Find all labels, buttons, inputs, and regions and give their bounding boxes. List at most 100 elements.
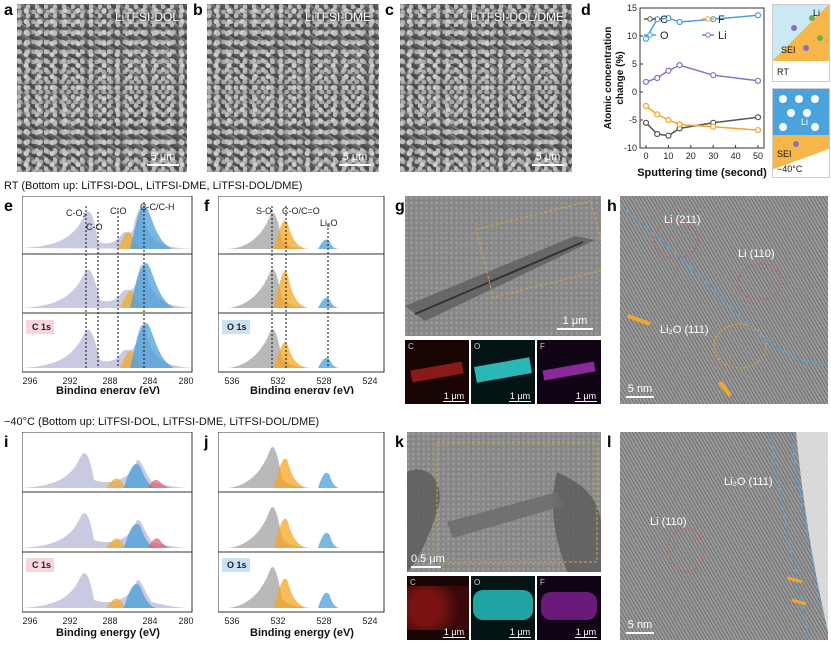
schematic-rt-li: Li (813, 8, 821, 18)
tem-image-k: 0.5 μm (407, 432, 601, 572)
svg-text:532: 532 (270, 376, 285, 386)
svg-text:280: 280 (178, 376, 193, 386)
data-point-c (754, 114, 762, 121)
xps-e-middle (22, 263, 192, 308)
svg-text:532: 532 (270, 616, 285, 626)
x-tick-label: 0 (643, 151, 648, 161)
peak-label-e-1: C-O₂ (66, 208, 86, 218)
data-point-c (642, 119, 650, 126)
data-point-li (676, 62, 683, 69)
chart-ylabel-line1: Atomic concentration (603, 27, 614, 130)
peak-label-f-2: C-O/C=O (282, 206, 320, 216)
xps-i-xticks: 296 292 288 284 280 (22, 616, 193, 626)
scale-bar-a: 5 μm (147, 151, 179, 166)
peak-label-f-3: Li₂O (320, 218, 338, 228)
panel-label-b: b (193, 2, 203, 19)
hrtem-l-label-1: Li₂O (111) (724, 476, 773, 488)
xps-e-top (22, 205, 192, 249)
svg-text:288: 288 (102, 376, 117, 386)
data-point-o (754, 12, 762, 19)
svg-text:288: 288 (102, 616, 117, 626)
y-tick-label: -5 (629, 115, 637, 125)
data-point-li (654, 74, 661, 82)
xps-i-top (22, 453, 192, 488)
scale-bar-k: 0.5 μm (411, 553, 445, 568)
scale-bar-h: 5 nm (626, 383, 654, 398)
xps-j-xticks: 536 532 528 524 (224, 616, 377, 626)
xps-i-middle (22, 513, 192, 548)
hrtem-image-h: Li (211) Li (110) Li₂O (111) 5 nm (620, 196, 828, 404)
xps-chart-e: C-O₂ C-O C-O C-C/C-H C 1s 296 292 288 28… (22, 196, 194, 394)
panel-label-l: l (607, 434, 612, 451)
svg-text:280: 280 (178, 616, 193, 626)
row3-caption: −40°C (Bottom up: LiTFSI-DOL, LiTFSI-DME… (4, 416, 320, 428)
svg-text:524: 524 (362, 616, 377, 626)
hrtem-h-label-1: Li (211) (664, 214, 701, 226)
svg-text:296: 296 (22, 616, 37, 626)
chart-series (642, 12, 762, 139)
svg-text:292: 292 (62, 376, 77, 386)
panel-label-k: k (395, 434, 404, 451)
x-tick-label: 30 (708, 151, 718, 161)
schematic-rt: Li SEI RT (772, 4, 830, 82)
data-point-o (665, 14, 672, 22)
eds-map-g-o: O 1 μm (471, 340, 535, 404)
panel-label-e: e (4, 198, 13, 215)
xps-chart-f: S-O C-O/C=O Li₂O O 1s 536 532 528 524 Bi… (218, 196, 385, 394)
hrtem-h-label-3: Li₂O (111) (660, 324, 709, 336)
x-tick-label: 10 (663, 151, 673, 161)
series-line-f (645, 105, 759, 131)
sem-title-b: LiTFSI-DME (305, 10, 371, 24)
svg-text:284: 284 (142, 376, 157, 386)
sem-image-b: LiTFSI-DME 5 μm (207, 4, 379, 172)
scale-bar-g: 1 μm (557, 315, 593, 330)
xps-f-bottom (228, 328, 340, 368)
scale-bar-l: 5 nm (626, 619, 654, 634)
peak-label-e-2: C-O (86, 222, 103, 232)
data-point-li (710, 72, 717, 79)
xps-f-xlabel: Binding energy (eV) (250, 385, 354, 394)
y-tick-label: 5 (632, 59, 637, 69)
x-tick-label: 20 (686, 151, 696, 161)
xps-chart-j: O 1s 536 532 528 524 Binding energy (eV) (218, 432, 385, 639)
y-tick-label: 15 (627, 3, 637, 13)
series-line-li (645, 64, 759, 83)
legend-label-c: C (660, 14, 668, 26)
sem-title-a: LiTFSI-DOL (114, 10, 179, 24)
x-tick-label: 50 (753, 151, 763, 161)
legend-marker-li (705, 32, 711, 38)
y-tick-label: 0 (632, 87, 637, 97)
legend-marker-o (647, 32, 653, 38)
row2-caption: RT (Bottom up: LiTFSI-DOL, LiTFSI-DME, L… (4, 180, 303, 192)
panel-label-h: h (607, 198, 617, 215)
eds-map-k-o: O 1 μm (471, 576, 535, 640)
xps-e-bottom (22, 323, 192, 368)
eds-map-k-c: C 1 μm (407, 576, 469, 640)
svg-text:284: 284 (142, 616, 157, 626)
hrtem-h-label-2: Li (110) (738, 248, 775, 260)
xps-i-xlabel: Binding energy (eV) (56, 627, 160, 639)
data-point-f (642, 102, 650, 110)
x-tick-label: 40 (731, 151, 741, 161)
data-point-li (642, 78, 650, 86)
panel-label-c: c (385, 2, 394, 19)
svg-text:296: 296 (22, 376, 37, 386)
schematic-cold-li: Li (801, 117, 809, 127)
xps-f-top (228, 212, 340, 249)
peak-label-f-1: S-O (256, 206, 272, 216)
xps-e-xlabel: Binding energy (eV) (56, 385, 160, 394)
chart-frame (639, 7, 765, 149)
eds-map-k-f: F 1 μm (537, 576, 601, 640)
panel-label-a: a (4, 2, 13, 19)
eds-map-g-f: F 1 μm (537, 340, 601, 404)
hrtem-l-label-2: Li (110) (650, 516, 687, 528)
tem-image-g: 1 μm (405, 196, 601, 336)
data-point-f (665, 116, 672, 124)
sem-title-c: LiTFSI-DOL/DME (469, 10, 564, 24)
line-chart-d: Atomic concentration change (%) -10 -5 0 5 1… (603, 3, 767, 179)
core-label-e: C 1s (32, 322, 51, 332)
sem-image-c: LiTFSI-DOL/DME 5 μm (400, 4, 572, 172)
peak-label-e-4: C-C/C-H (140, 202, 175, 212)
panel-label-i: i (4, 434, 9, 451)
xps-j-bottom (228, 566, 340, 608)
